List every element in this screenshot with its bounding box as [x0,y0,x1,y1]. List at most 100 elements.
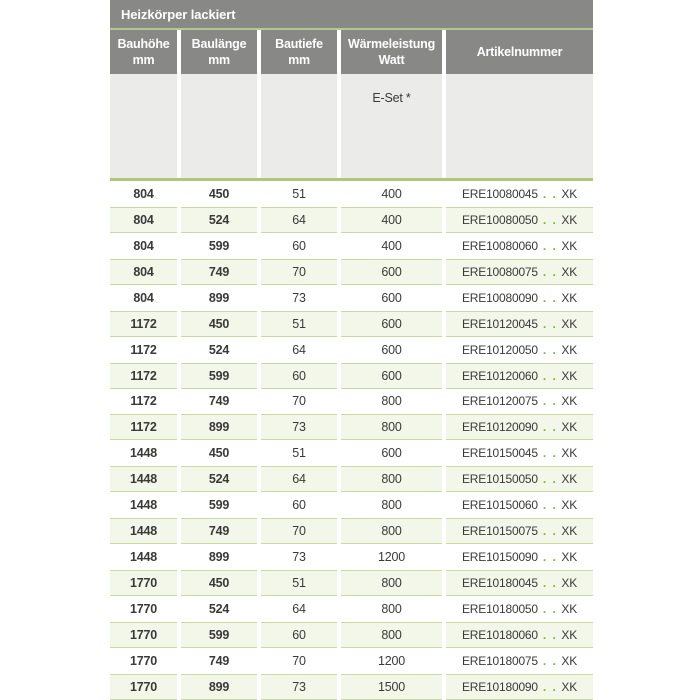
cell-artikelnummer: ERE10150050 . . XK [446,466,593,493]
baulaenge-value: 749 [208,264,230,279]
cell-baulaenge: 524 [181,596,257,622]
artikelnummer-prefix: ERE10180050 [462,601,538,616]
artikelnummer-prefix: ERE10120075 [462,394,538,409]
cell-bauhoehe: 1770 [110,596,177,622]
baulaenge-value: 524 [208,472,230,487]
artikelnummer-color-dots: . . [542,290,558,305]
bautiefe-value: 64 [292,212,306,227]
column-header-unit: mm [288,53,310,67]
cell-watt: 800 [341,570,442,596]
cell-baulaenge: 749 [181,389,257,415]
artikelnummer-color-dots: . . [542,524,558,539]
subheader-cell-bauhoehe [110,74,177,178]
artikelnummer-suffix: XK [561,472,577,487]
cell-baulaenge: 899 [181,673,257,700]
cell-artikelnummer: ERE10180045 . . XK [446,570,593,596]
bauhoehe-value: 804 [133,264,154,279]
baulaenge-value: 899 [208,679,230,694]
column-header-label: Bautiefe [275,37,323,51]
artikelnummer-suffix: XK [561,290,577,305]
bauhoehe-value: 1770 [129,601,157,616]
baulaenge-value: 524 [208,342,230,357]
baulaenge-value: 524 [208,212,230,227]
cell-watt: 800 [341,466,442,493]
cell-baulaenge: 599 [181,621,257,648]
bautiefe-value: 64 [292,601,306,616]
watt-value: 800 [381,576,402,591]
artikelnummer-suffix: XK [561,446,577,461]
cell-bauhoehe: 1770 [110,673,177,700]
cell-bautiefe: 64 [261,466,337,493]
baulaenge-value: 450 [208,576,230,591]
cell-bauhoehe: 804 [110,233,177,259]
watt-value: 600 [381,290,402,305]
table-row: 804 524 64 400 ERE10080050 . . XK [110,206,593,233]
bauhoehe-value: 1448 [129,550,157,565]
table-title: Heizkörper lackiert [121,6,236,22]
bautiefe-value: 64 [292,472,306,487]
column-header-label: Artikelnummer [476,45,563,59]
cell-artikelnummer: ERE10080050 . . XK [446,206,593,233]
baulaenge-value: 899 [208,420,230,435]
watt-value: 800 [381,394,402,409]
watt-value: 400 [381,238,402,253]
table-row: 1172 749 70 800 ERE10120075 . . XK [110,388,593,415]
cell-watt: 400 [341,181,442,207]
watt-value: 600 [381,446,402,461]
cell-artikelnummer: ERE10080045 . . XK [446,181,593,207]
table-title-bar: Heizkörper lackiert [110,0,593,28]
cell-artikelnummer: ERE10080075 . . XK [446,258,593,285]
cell-watt: 600 [341,258,442,285]
baulaenge-value: 599 [208,238,230,253]
bauhoehe-value: 804 [133,186,154,201]
artikelnummer-prefix: ERE10120050 [462,342,538,357]
cell-artikelnummer: ERE10080090 . . XK [446,285,593,311]
cell-baulaenge: 599 [181,362,257,389]
cell-watt: 600 [341,285,442,311]
artikelnummer-prefix: ERE10080090 [462,290,538,305]
table-row: 1448 524 64 800 ERE10150050 . . XK [110,466,593,493]
artikelnummer-prefix: ERE10120090 [462,420,538,435]
baulaenge-value: 899 [208,290,230,305]
cell-bauhoehe: 1172 [110,389,177,415]
baulaenge-value: 450 [208,186,230,201]
cell-artikelnummer: ERE10180075 . . XK [446,648,593,674]
cell-watt: 800 [341,596,442,622]
subheader-cell-bautiefe [261,74,337,178]
cell-bautiefe: 60 [261,492,337,518]
cell-artikelnummer: ERE10180090 . . XK [446,673,593,700]
cell-artikelnummer: ERE10120075 . . XK [446,389,593,415]
table-row: 1448 899 73 1200 ERE10150090 . . XK [110,544,593,571]
bautiefe-value: 60 [292,238,306,253]
cell-bauhoehe: 1448 [110,518,177,545]
watt-value: 800 [381,627,402,642]
cell-bautiefe: 64 [261,596,337,622]
table-row: 804 899 73 600 ERE10080090 . . XK [110,284,593,311]
baulaenge-value: 599 [208,368,230,383]
baulaenge-value: 749 [208,524,230,539]
artikelnummer-suffix: XK [561,498,577,513]
cell-artikelnummer: ERE10150060 . . XK [446,492,593,518]
artikelnummer-color-dots: . . [542,498,558,513]
bauhoehe-value: 1770 [129,627,157,642]
table-row: 1770 599 60 800 ERE10180060 . . XK [110,621,593,648]
artikelnummer-color-dots: . . [542,342,558,357]
cell-baulaenge: 899 [181,414,257,441]
bauhoehe-value: 1448 [129,498,157,513]
cell-bauhoehe: 804 [110,181,177,207]
artikelnummer-prefix: ERE10180060 [462,627,538,642]
baulaenge-value: 524 [208,601,230,616]
cell-baulaenge: 899 [181,285,257,311]
cell-artikelnummer: ERE10180060 . . XK [446,621,593,648]
cell-watt: 800 [341,389,442,415]
baulaenge-value: 749 [208,394,230,409]
column-header-baulaenge: Baulänge mm [181,30,257,74]
watt-value: 600 [381,316,402,331]
table-row: 1448 749 70 800 ERE10150075 . . XK [110,518,593,545]
artikelnummer-prefix: ERE10180090 [462,679,538,694]
cell-artikelnummer: ERE10150075 . . XK [446,518,593,545]
cell-bauhoehe: 1172 [110,310,177,337]
table-subheader-row: E-Set * [110,74,593,178]
table-row: 1448 599 60 800 ERE10150060 . . XK [110,492,593,519]
cell-bautiefe: 73 [261,544,337,570]
